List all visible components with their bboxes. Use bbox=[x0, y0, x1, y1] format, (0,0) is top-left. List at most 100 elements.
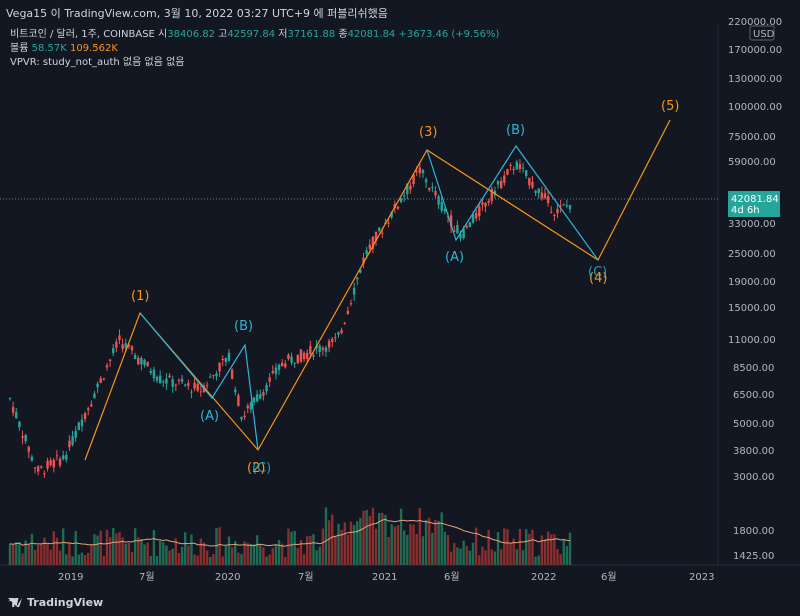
wave-label-a2: (A) bbox=[445, 250, 464, 265]
volume-bar bbox=[462, 540, 465, 565]
volume-bar bbox=[318, 546, 321, 565]
volume-row[interactable]: 볼륨 58.57K 109.562K bbox=[10, 42, 499, 56]
candle-body bbox=[481, 202, 484, 205]
candle-body bbox=[146, 361, 149, 366]
candle-body bbox=[299, 349, 303, 362]
volume-bar bbox=[237, 552, 240, 565]
candle-body bbox=[252, 397, 256, 403]
candle-body bbox=[318, 345, 321, 352]
volume-bar bbox=[306, 536, 309, 565]
candle-body bbox=[302, 352, 306, 360]
candle-body bbox=[290, 356, 293, 363]
currency-badge[interactable] bbox=[749, 25, 775, 41]
candle-body bbox=[71, 436, 74, 445]
volume-bar bbox=[240, 553, 243, 565]
volume-bar bbox=[393, 526, 397, 565]
candle-body bbox=[440, 202, 443, 211]
candle-body bbox=[74, 430, 77, 438]
volume-bar bbox=[137, 537, 140, 565]
candle-body bbox=[40, 466, 43, 468]
volume-bar bbox=[321, 528, 325, 565]
candle-body bbox=[324, 347, 328, 352]
volume-bar bbox=[259, 545, 262, 565]
vpvr-text: VPVR: study_not_auth 없음 없음 없음 bbox=[10, 57, 185, 68]
volume-bar bbox=[528, 533, 531, 565]
time-axis[interactable]: 2019 7월 2020 7월 2021 6월 2022 6월 2023 bbox=[58, 571, 714, 583]
publisher-text: Vega15 이 TradingView.com, 3월 10, 2022 03… bbox=[6, 7, 388, 20]
volume-bar bbox=[40, 543, 43, 565]
volume-bar bbox=[149, 556, 152, 565]
candle-body bbox=[277, 364, 281, 370]
price-tick: 3800.00 bbox=[733, 446, 774, 457]
candle-body bbox=[287, 354, 290, 360]
currency-label: USD bbox=[753, 29, 775, 40]
volume-bar bbox=[68, 542, 71, 565]
candle-body bbox=[434, 191, 437, 196]
candle-body bbox=[356, 277, 359, 280]
candle-body bbox=[428, 188, 431, 190]
candle-body bbox=[377, 227, 381, 231]
candle-body bbox=[230, 369, 234, 379]
volume-bar bbox=[255, 535, 259, 565]
volume-bar bbox=[102, 556, 106, 565]
candle-body bbox=[293, 362, 296, 364]
volume-bar bbox=[437, 520, 440, 565]
candle-body bbox=[221, 358, 224, 361]
candle-body bbox=[177, 380, 181, 382]
volume-bar bbox=[155, 556, 159, 565]
candle-body bbox=[18, 421, 21, 428]
candle-body bbox=[368, 244, 371, 249]
candle-body bbox=[193, 382, 196, 389]
volume-bar bbox=[183, 532, 187, 565]
volume-bar bbox=[277, 539, 281, 565]
candle-body bbox=[180, 378, 184, 382]
candle-body bbox=[525, 170, 528, 176]
volume-bar bbox=[550, 534, 553, 565]
candle-body bbox=[133, 354, 137, 360]
candle-body bbox=[515, 161, 519, 170]
price-tick: 75000.00 bbox=[728, 132, 776, 143]
candle-body bbox=[11, 407, 15, 413]
volume-bar bbox=[158, 540, 162, 565]
volume-bar bbox=[230, 547, 234, 565]
volume-bar bbox=[468, 550, 472, 565]
time-tick: 2021 bbox=[372, 572, 397, 583]
candle-body bbox=[240, 417, 243, 420]
ohlc-high: 42597.84 bbox=[227, 29, 276, 40]
candle-body bbox=[484, 202, 487, 207]
volume-bar bbox=[271, 547, 274, 565]
candle-body bbox=[183, 384, 187, 386]
volume-bar bbox=[509, 543, 512, 565]
candle-body bbox=[309, 346, 312, 355]
volume-bar bbox=[58, 550, 62, 565]
vpvr-row[interactable]: VPVR: study_not_auth 없음 없음 없음 bbox=[10, 56, 499, 70]
volume-bar bbox=[152, 529, 156, 565]
candle-body bbox=[365, 250, 368, 255]
volume-bar bbox=[465, 545, 468, 565]
volume-bar bbox=[74, 530, 77, 565]
volume-bar bbox=[340, 529, 343, 565]
candle-body bbox=[465, 225, 468, 228]
candle-body bbox=[80, 419, 84, 427]
candle-body bbox=[255, 394, 259, 402]
volume-bar bbox=[15, 542, 18, 565]
volume-bar bbox=[30, 533, 34, 565]
price-tick: 130000.00 bbox=[728, 74, 782, 85]
candle-body bbox=[493, 190, 497, 196]
volume-bar bbox=[71, 556, 74, 565]
volume-bar bbox=[36, 544, 40, 565]
symbol-row[interactable]: 비트코인 / 달러, 1주, COINBASE 시38406.82 고42597… bbox=[10, 28, 499, 42]
volume-bar bbox=[77, 554, 81, 565]
ohlc-low: 37161.88 bbox=[287, 29, 336, 40]
tradingview-logo[interactable]: TradingView bbox=[8, 596, 103, 609]
time-tick: 2023 bbox=[689, 572, 714, 583]
volume-bar bbox=[83, 555, 87, 565]
volume-bar bbox=[474, 527, 478, 565]
volume-bar bbox=[49, 549, 52, 565]
candle-body bbox=[424, 179, 428, 183]
chart-legend: 비트코인 / 달러, 1주, COINBASE 시38406.82 고42597… bbox=[10, 28, 499, 70]
volume-bar bbox=[205, 550, 209, 565]
price-axis[interactable]: USD 220000.00 170000.00 130000.00 100000… bbox=[728, 17, 782, 562]
volume-bar bbox=[96, 535, 99, 565]
